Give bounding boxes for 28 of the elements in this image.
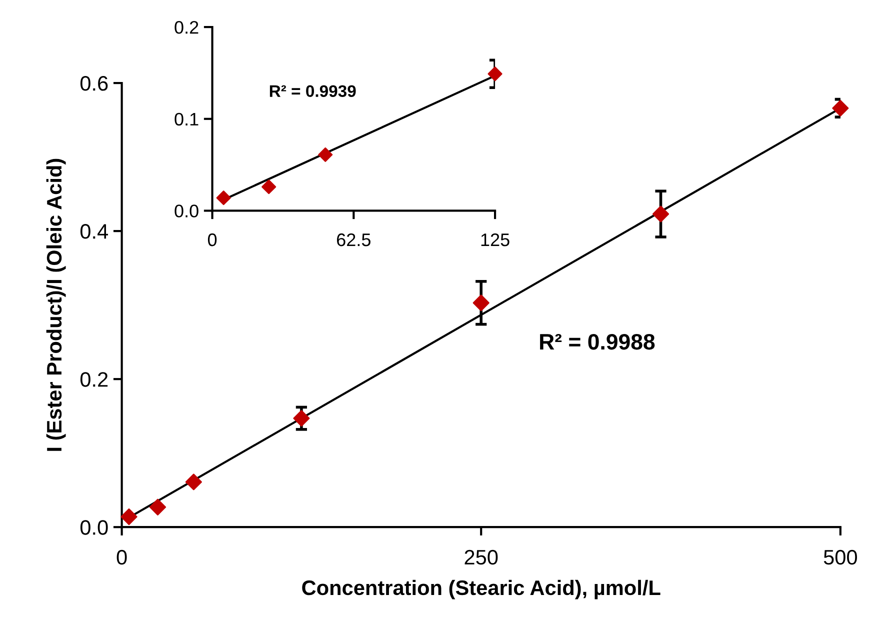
point	[652, 206, 670, 222]
point	[120, 508, 138, 526]
point	[293, 410, 310, 427]
point	[318, 147, 333, 162]
x-tick-label: 125	[481, 233, 510, 246]
point	[488, 66, 502, 82]
point	[216, 190, 231, 206]
x-tick-label: 62.5	[337, 233, 370, 246]
y-tick-label: 0.0	[80, 520, 108, 535]
x-tick-label: 500	[824, 550, 857, 565]
point	[185, 474, 202, 490]
x-tick-label: 0	[208, 233, 217, 246]
point	[262, 180, 276, 194]
y-axis-title: I (Ester Product)/I (Oleic Acid)	[46, 158, 66, 451]
x-axis-title: Concentration (Stearic Acid), µmol/L	[302, 580, 660, 600]
x-tick-label: 250	[464, 550, 498, 565]
y-tick-label: 0.0	[174, 204, 198, 218]
point	[149, 498, 166, 516]
x-tick-label: 0	[116, 550, 127, 565]
annotation: R² = 0.9988	[540, 334, 655, 350]
point	[832, 100, 849, 116]
y-tick-label: 0.2	[174, 20, 198, 34]
y-tick-label: 0.6	[80, 76, 108, 91]
y-tick-label: 0.1	[174, 112, 198, 126]
y-tick-label: 0.2	[80, 372, 108, 387]
y-tick-label: 0.4	[80, 224, 108, 239]
annotation: R² = 0.9939	[270, 85, 356, 98]
point	[472, 294, 490, 312]
